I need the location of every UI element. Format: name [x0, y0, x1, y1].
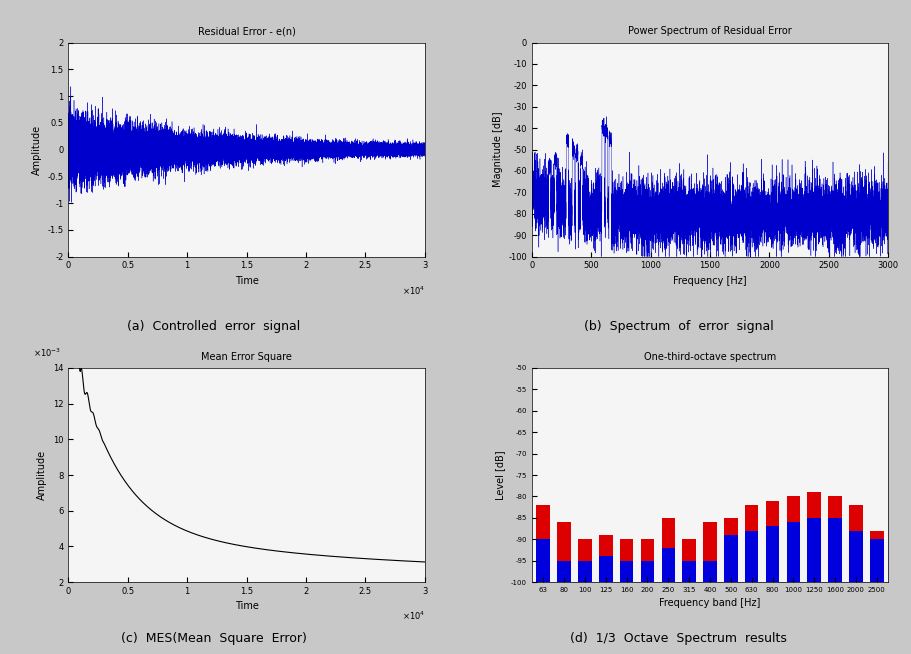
Bar	[578, 560, 591, 582]
Bar	[745, 505, 759, 530]
Y-axis label: Amplitude: Amplitude	[37, 450, 47, 500]
Bar	[537, 540, 550, 582]
Bar	[537, 505, 550, 540]
Title: Mean Error Square: Mean Error Square	[201, 352, 292, 362]
Bar	[724, 518, 738, 535]
Bar	[828, 518, 842, 582]
Bar	[828, 496, 842, 518]
Bar	[640, 560, 654, 582]
Text: $\times 10^4$: $\times 10^4$	[402, 610, 425, 623]
Bar	[745, 530, 759, 582]
Bar	[599, 535, 612, 557]
Text: (c)  MES(Mean  Square  Error): (c) MES(Mean Square Error)	[121, 632, 307, 645]
X-axis label: Frequency [Hz]: Frequency [Hz]	[673, 276, 747, 286]
Bar	[849, 505, 863, 530]
Bar	[619, 540, 633, 560]
Text: $\times 10^4$: $\times 10^4$	[402, 284, 425, 297]
Text: (a)  Controlled  error  signal: (a) Controlled error signal	[128, 320, 301, 334]
Text: $\times 10^{-3}$: $\times 10^{-3}$	[33, 347, 61, 360]
Y-axis label: Level [dB]: Level [dB]	[496, 450, 506, 500]
Y-axis label: Amplitude: Amplitude	[32, 124, 42, 175]
Bar	[619, 560, 633, 582]
Text: (d)  1/3  Octave  Spectrum  results: (d) 1/3 Octave Spectrum results	[570, 632, 787, 645]
Bar	[786, 522, 800, 582]
Bar	[849, 530, 863, 582]
Bar	[703, 560, 717, 582]
Bar	[578, 540, 591, 560]
Y-axis label: Magnitude [dB]: Magnitude [dB]	[493, 112, 503, 188]
X-axis label: Time: Time	[235, 276, 259, 286]
Bar	[766, 526, 779, 582]
Title: Power Spectrum of Residual Error: Power Spectrum of Residual Error	[628, 26, 792, 36]
X-axis label: Time: Time	[235, 602, 259, 611]
Text: (b)  Spectrum  of  error  signal: (b) Spectrum of error signal	[584, 320, 773, 334]
Bar	[682, 560, 696, 582]
Bar	[870, 540, 884, 582]
Bar	[661, 548, 675, 582]
Title: Residual Error - e(n): Residual Error - e(n)	[198, 26, 295, 36]
Bar	[703, 522, 717, 560]
Bar	[558, 522, 571, 560]
Bar	[724, 535, 738, 582]
Bar	[558, 560, 571, 582]
Title: One-third-octave spectrum: One-third-octave spectrum	[644, 352, 776, 362]
Bar	[661, 518, 675, 548]
Bar	[786, 496, 800, 522]
X-axis label: Frequency band [Hz]: Frequency band [Hz]	[660, 598, 761, 608]
Bar	[870, 530, 884, 540]
Bar	[640, 540, 654, 560]
Bar	[807, 492, 821, 518]
Bar	[682, 540, 696, 560]
Bar	[599, 557, 612, 582]
Bar	[766, 501, 779, 526]
Bar	[807, 518, 821, 582]
